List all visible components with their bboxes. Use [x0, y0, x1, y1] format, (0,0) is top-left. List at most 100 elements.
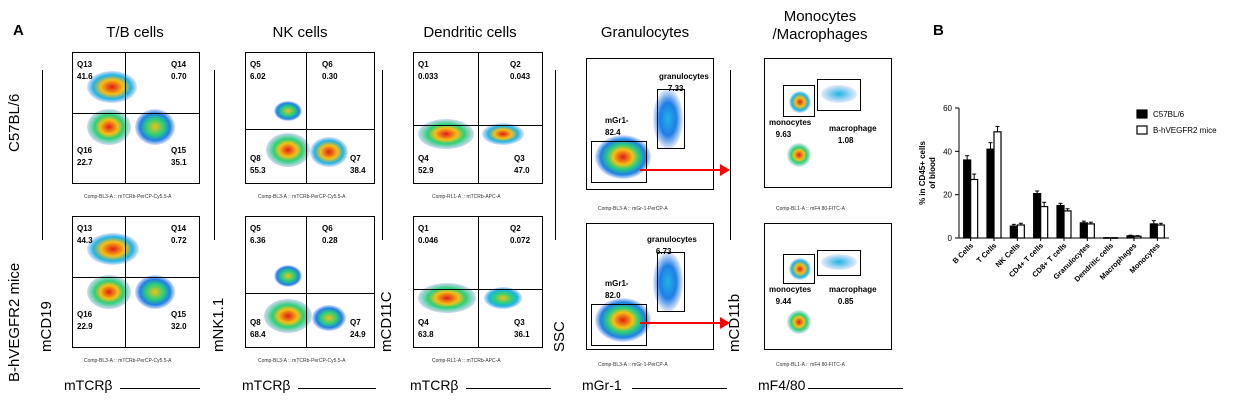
bar: [1063, 210, 1072, 239]
flow-plot-tb-top: Q13 41.6 Q14 0.70 Q16 22.7 Q15 35.1: [72, 52, 200, 184]
legend-label: C57BL/6: [1153, 110, 1185, 119]
bar: [1009, 225, 1018, 239]
flow-plot-gran-top: granulocytes 7.33 mGr1- 82.4: [586, 58, 714, 190]
bar: [1016, 224, 1025, 239]
population-b-cells: [87, 71, 137, 103]
axis-x-dc: mTCRβ: [410, 377, 459, 393]
population-cd11b-low: [787, 143, 811, 167]
axis-arrow-x-nk: [298, 388, 376, 389]
population-granulocytes: [653, 89, 683, 149]
red-arrow-bottom: [640, 317, 730, 329]
bar: [986, 148, 995, 239]
column-title-nk: NK cells: [272, 24, 328, 41]
flow-plot-mono-bottom: monocytes 9.44 macrophage 0.85: [764, 223, 892, 350]
axis-arrow-y-mono: [730, 70, 731, 240]
gate-granulocytes: [657, 89, 685, 149]
quadrant-label: Q4 63.8: [418, 318, 434, 339]
quadrant-label: Q8 55.3: [250, 154, 266, 175]
quadrant-label: Q13 41.6: [77, 60, 93, 81]
y-tick-label: 0: [948, 234, 953, 243]
gate-label-macrophage: macrophage 1.08: [829, 124, 877, 145]
column-title-tb: T/B cells: [106, 24, 164, 41]
quadrant-label: Q5 6.02: [250, 60, 266, 81]
bar: [970, 178, 979, 239]
quadrant-label: Q14 0.70: [171, 60, 187, 81]
axis-arrow-x-mono: [808, 388, 903, 389]
population-nk-cells: [274, 265, 302, 287]
population-gr1-negative: [595, 298, 651, 342]
panel-letter-b: B: [933, 22, 944, 39]
quadrant-gate-horizontal: [73, 113, 199, 114]
quadrant-gate-vertical: [478, 217, 479, 347]
gate-mgr1-negative: [591, 141, 647, 183]
legend-label: B-hVEGFR2 mice: [1153, 126, 1217, 135]
quadrant-label: Q8 68.4: [250, 318, 266, 339]
axis-x-gran: mGr-1: [582, 377, 622, 393]
population-double-negative: [87, 275, 131, 309]
population-cd11c-negative: [418, 283, 476, 313]
axis-arrow-y-tb: [42, 70, 43, 240]
quadrant-label: Q15 35.1: [171, 146, 187, 167]
small-axis-label-x: Comp-BL3-A :: mTCRb-PerCP-Cy5.5-A: [258, 358, 346, 364]
axis-x-nk: mTCRβ: [242, 377, 291, 393]
quadrant-label: Q1 0.033: [418, 60, 439, 81]
y-axis-label: of blood: [928, 157, 937, 189]
axis-arrow-y-nk: [214, 70, 215, 240]
axis-x-tb: mTCRβ: [64, 377, 113, 393]
quadrant-label: Q16 22.7: [77, 146, 93, 167]
quadrant-label: Q7 24.9: [350, 318, 366, 339]
gate-label-mgr1: mGr1- 82.4: [605, 116, 629, 137]
gate-label-granulocytes: granulocytes 7.33: [659, 72, 709, 93]
population-cd11b-high: [789, 258, 811, 280]
gate-macrophage: [817, 79, 861, 111]
quadrant-gate-horizontal: [414, 289, 542, 290]
small-axis-label-x: Comp-RL1-A :: mTCRb-APC-A: [432, 358, 501, 364]
flow-plot-nk-top: Q5 6.02 Q6 0.30 Q8 55.3 Q7 38.4: [245, 52, 375, 184]
column-title-dc: Dendritic cells: [423, 24, 517, 41]
quadrant-label: Q4 52.9: [418, 154, 434, 175]
bar: [1086, 223, 1095, 239]
bar: [963, 159, 972, 239]
gate-granulocytes: [657, 252, 685, 312]
population-t-cells: [484, 287, 522, 309]
gate-label-monocytes: monocytes 9.44: [769, 285, 812, 306]
gate-label-granulocytes: granulocytes 6.73: [647, 235, 697, 256]
quadrant-label: Q15 32.0: [171, 310, 187, 331]
bar: [1126, 235, 1135, 239]
flow-plot-dc-top: Q1 0.033 Q2 0.043 Q4 52.9 Q3 47.0: [413, 52, 543, 184]
axis-arrow-y-dc: [382, 70, 383, 240]
quadrant-label: Q2 0.043: [510, 60, 531, 81]
quadrant-label: Q16 22.9: [77, 310, 93, 331]
red-arrow-top: [640, 164, 730, 176]
small-axis-label-x: Comp-BL1-A :: mF4 80-FITC-A: [776, 206, 845, 212]
population-granulocytes: [653, 252, 683, 312]
column-title-mono-2: /Macrophages: [772, 26, 868, 43]
quadrant-label: Q7 38.4: [350, 154, 366, 175]
population-t-cells: [135, 275, 175, 309]
population-macrophage: [821, 254, 857, 270]
quadrant-label: Q3 47.0: [514, 154, 530, 175]
gate-mgr1-negative: [591, 304, 647, 346]
axis-y-tb: mCD19: [38, 301, 55, 352]
axis-x-mono: mF4/80: [758, 377, 806, 393]
gate-label-macrophage: macrophage 0.85: [829, 285, 877, 306]
legend-swatch: [1136, 125, 1148, 135]
quadrant-label: Q14 0.72: [171, 224, 187, 245]
quadrant-label: Q3 36.1: [514, 318, 530, 339]
quadrant-gate-vertical: [125, 217, 126, 347]
population-macrophage: [821, 85, 857, 103]
population-gr1-negative: [595, 135, 651, 179]
small-axis-label-x: Comp-BL3-A :: mGr-1-PerCP-A: [598, 206, 668, 212]
quadrant-label: Q5 6.36: [250, 224, 266, 245]
small-axis-label-x: Comp-BL3-A :: mGr-1-PerCP-A: [598, 362, 668, 368]
small-axis-label-x: Comp-RL1-A :: mTCRb-APC-A: [432, 194, 501, 200]
population-t-cells: [482, 123, 524, 145]
population-cd11b-high: [789, 91, 811, 113]
bar: [1079, 222, 1088, 239]
population-t-cells: [135, 109, 175, 145]
bar: [1040, 205, 1049, 239]
gate-label-mgr1: mGr1- 82.0: [605, 279, 629, 300]
quadrant-label: Q6 0.30: [322, 60, 338, 81]
gate-monocytes: [783, 254, 815, 284]
